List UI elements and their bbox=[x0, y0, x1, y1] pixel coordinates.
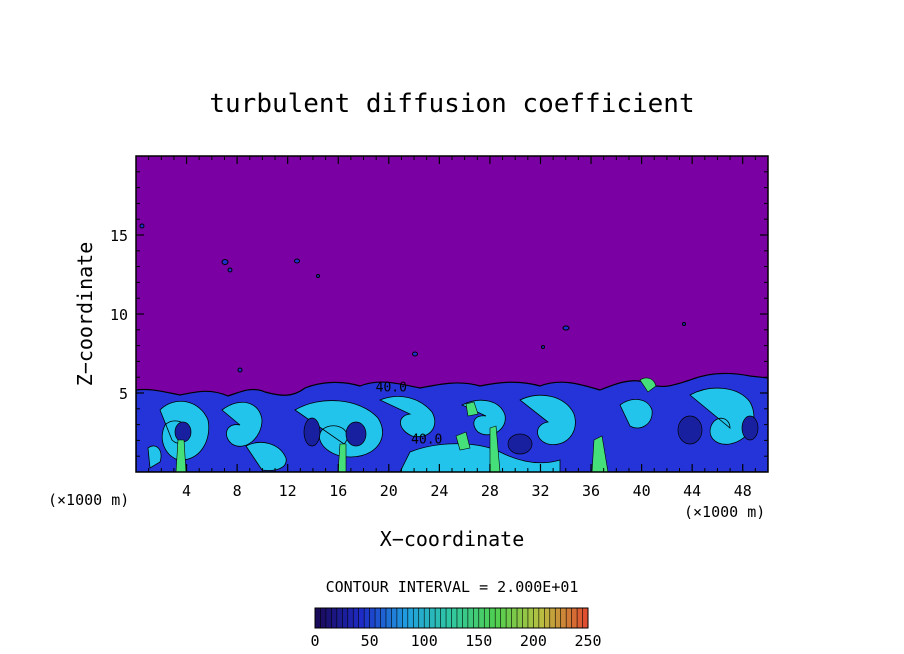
colorbar-segment bbox=[315, 608, 321, 628]
colorbar-segment bbox=[336, 608, 343, 628]
colorbar-segment bbox=[429, 608, 436, 628]
colorbar-segment bbox=[484, 608, 491, 628]
colorbar-tick-label: 100 bbox=[411, 632, 438, 650]
contour-label: 40.0 bbox=[411, 433, 442, 448]
colorbar-tick-label: 50 bbox=[361, 632, 379, 650]
colorbar-segment bbox=[478, 608, 485, 628]
colorbar-segment bbox=[506, 608, 513, 628]
x-tick-label: 24 bbox=[430, 482, 448, 500]
x-axis-ticks: 4 8 12 16 20 24 28 32 36 40 44 48 bbox=[148, 156, 756, 500]
colorbar-segment bbox=[467, 608, 474, 628]
colorbar-segment bbox=[566, 608, 573, 628]
low-value-cores bbox=[174, 415, 759, 455]
colorbar-tick-label: 150 bbox=[465, 632, 492, 650]
y-tick-label: 15 bbox=[110, 227, 128, 245]
colorbar-tick-labels: 0 50 100 150 200 250 bbox=[310, 632, 601, 650]
x-tick-label: 32 bbox=[531, 482, 549, 500]
colorbar-segment bbox=[527, 608, 534, 628]
colorbar-segment bbox=[555, 608, 562, 628]
colorbar-frame bbox=[314, 607, 589, 629]
colorbar-segment bbox=[385, 608, 392, 628]
colorbar-segment bbox=[473, 608, 480, 628]
colorbar-segment bbox=[582, 608, 589, 628]
colorbar-segment bbox=[353, 608, 360, 628]
colorbar-segment bbox=[347, 608, 354, 628]
x-unit-label-right: (×1000 m) bbox=[684, 503, 765, 521]
colorbar-segment bbox=[500, 608, 507, 628]
colorbar-tick-label: 0 bbox=[310, 632, 319, 650]
colorbar bbox=[314, 607, 589, 629]
colorbar-segment bbox=[549, 608, 556, 628]
colorbar-segment bbox=[560, 608, 567, 628]
colorbar-segment bbox=[440, 608, 447, 628]
colorbar-segment bbox=[435, 608, 442, 628]
y-tick-label: 10 bbox=[110, 306, 128, 324]
colorbar-segment bbox=[402, 608, 409, 628]
colorbar-segment bbox=[413, 608, 420, 628]
y-tick-label: 5 bbox=[119, 385, 128, 403]
colorbar-segment bbox=[495, 608, 502, 628]
colorbar-tick-label: 250 bbox=[574, 632, 601, 650]
x-unit-label-left: (×1000 m) bbox=[48, 491, 129, 509]
x-tick-label: 48 bbox=[734, 482, 752, 500]
colorbar-segment bbox=[462, 608, 469, 628]
x-tick-label: 12 bbox=[279, 482, 297, 500]
colorbar-segment bbox=[320, 608, 327, 628]
colorbar-segment bbox=[424, 608, 431, 628]
colorbar-tick-label: 200 bbox=[520, 632, 547, 650]
chart-title: turbulent diffusion coefficient bbox=[209, 89, 694, 119]
colorbar-segment bbox=[369, 608, 376, 628]
x-tick-label: 8 bbox=[233, 482, 242, 500]
x-tick-label: 4 bbox=[182, 482, 191, 500]
colorbar-segment bbox=[538, 608, 545, 628]
colorbar-segment bbox=[418, 608, 425, 628]
x-tick-label: 16 bbox=[329, 482, 347, 500]
colorbar-segment bbox=[511, 608, 518, 628]
x-tick-label: 40 bbox=[633, 482, 651, 500]
colorbar-segment bbox=[407, 608, 414, 628]
colorbar-segment bbox=[489, 608, 496, 628]
colorbar-segment bbox=[358, 608, 365, 628]
colorbar-segment bbox=[577, 608, 584, 628]
isolated-contours bbox=[139, 223, 686, 373]
high-value-streaks bbox=[175, 377, 657, 472]
colorbar-segment bbox=[517, 608, 523, 628]
x-tick-label: 20 bbox=[380, 482, 398, 500]
colorbar-segment bbox=[533, 608, 540, 628]
colorbar-segment bbox=[331, 608, 338, 628]
x-tick-label: 28 bbox=[481, 482, 499, 500]
colorbar-segment bbox=[544, 608, 551, 628]
colorbar-segment bbox=[380, 608, 387, 628]
heatmap-field bbox=[136, 156, 768, 472]
colorbar-segment bbox=[571, 608, 578, 628]
colorbar-segment bbox=[364, 608, 371, 628]
contour-interval-text: CONTOUR INTERVAL = 2.000E+01 bbox=[326, 578, 579, 596]
x-tick-label: 36 bbox=[582, 482, 600, 500]
colorbar-segment bbox=[391, 608, 398, 628]
colorbar-segment bbox=[451, 608, 458, 628]
y-axis-label: Z−coordinate bbox=[73, 242, 97, 387]
x-axis-label: X−coordinate bbox=[380, 527, 525, 551]
x-tick-label: 44 bbox=[683, 482, 701, 500]
colorbar-segment bbox=[446, 608, 452, 628]
y-axis-ticks: 5 10 15 bbox=[110, 171, 768, 457]
colorbar-segment bbox=[396, 608, 403, 628]
colorbar-segment bbox=[342, 608, 349, 628]
contour-labels: 40.0 40.0 bbox=[376, 380, 443, 447]
colorbar-segment bbox=[456, 608, 463, 628]
contour-label: 40.0 bbox=[376, 380, 407, 395]
colorbar-segment bbox=[522, 608, 529, 628]
colorbar-segment bbox=[375, 608, 382, 628]
mid-value-swirls bbox=[147, 387, 755, 472]
boundary-layer-low bbox=[136, 372, 768, 472]
colorbar-segment bbox=[325, 608, 332, 628]
